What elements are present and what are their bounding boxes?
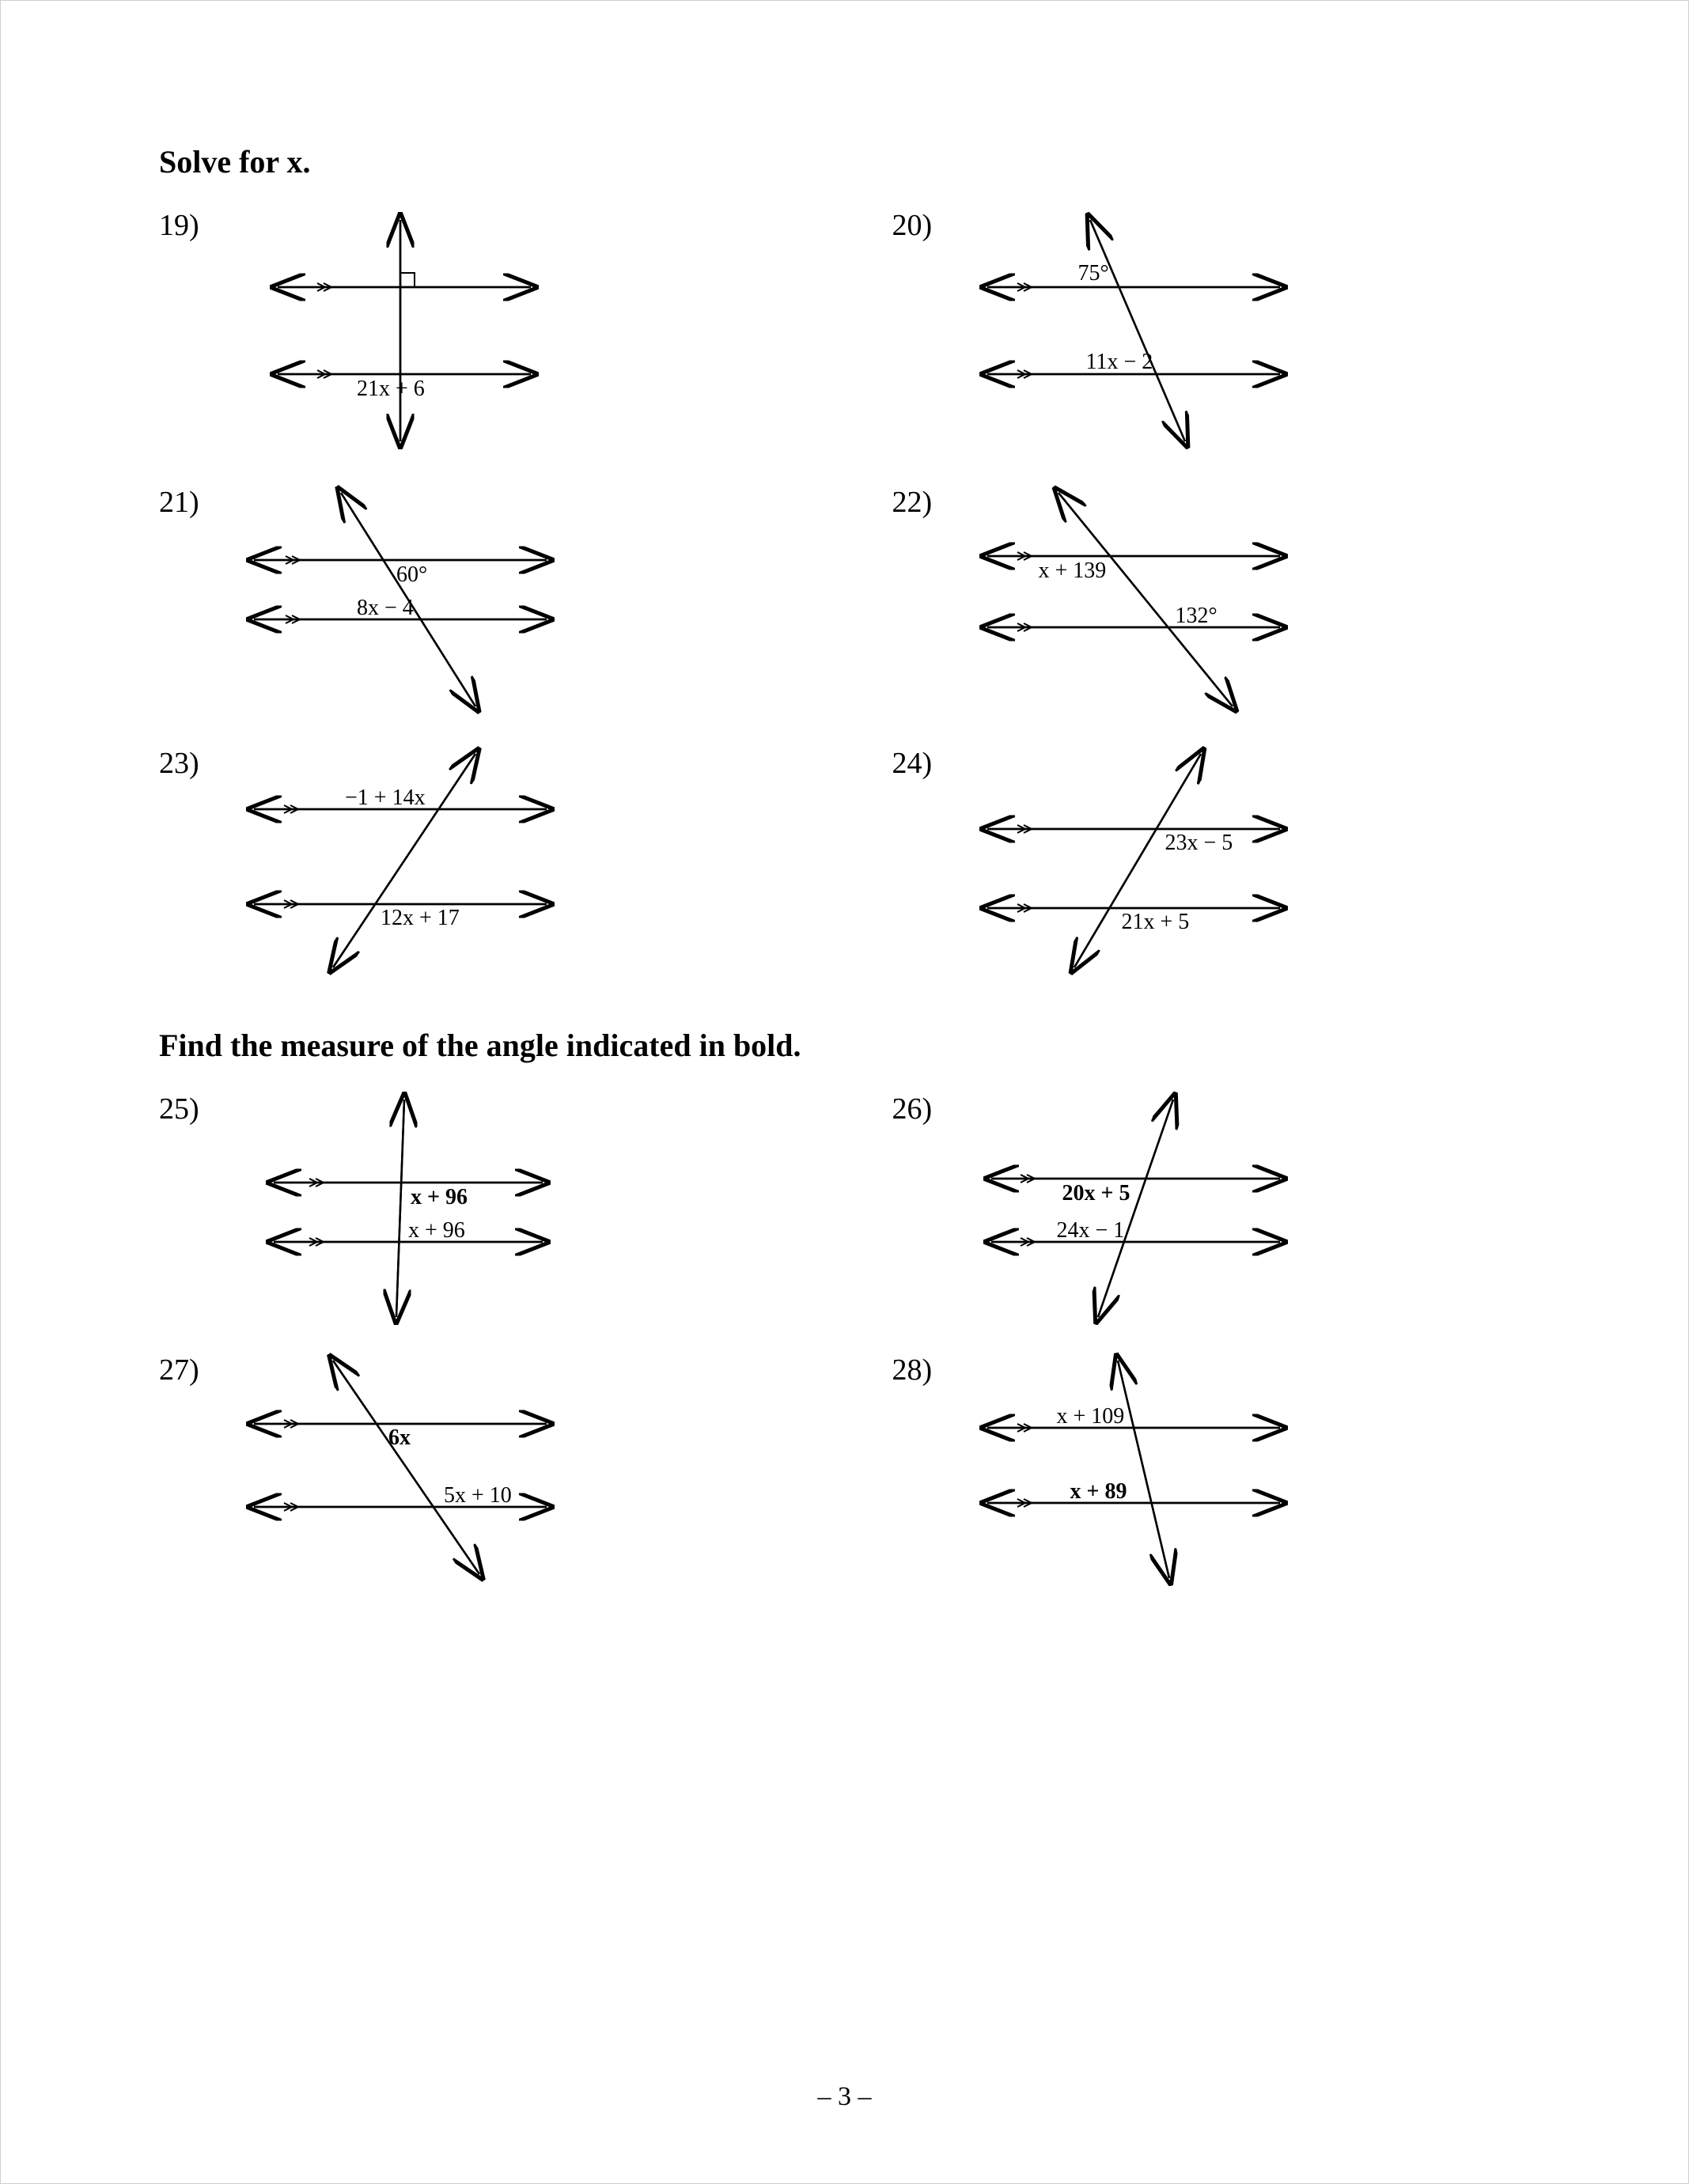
problem-number: 25) (159, 1088, 230, 1126)
angle-label: x + 109 (1057, 1404, 1125, 1429)
angle-label: 21x + 5 (1122, 910, 1190, 935)
angle-label: 8x − 4 (357, 596, 414, 621)
diagram: 21x + 6 (230, 204, 570, 457)
problem-number: 20) (892, 204, 964, 243)
problem-number: 21) (159, 481, 230, 520)
angle-label: 75° (1078, 261, 1109, 286)
angle-label: 11x − 2 (1086, 350, 1153, 375)
diagram: 23x − 5 21x + 5 (964, 742, 1304, 979)
angle-label-bold: 20x + 5 (1062, 1181, 1130, 1206)
angle-label: 132° (1176, 604, 1218, 629)
problem-24: 24) (892, 742, 1531, 979)
diagram-svg (964, 1088, 1304, 1325)
problem-number: 23) (159, 742, 230, 781)
grid-2: 25) (159, 1088, 1530, 1586)
diagram-svg (964, 204, 1304, 457)
problem-23: 23) (159, 742, 797, 979)
problem-22: 22) (892, 481, 1531, 718)
grid-1: 19) (159, 204, 1530, 979)
diagram: x + 96 x + 96 (230, 1088, 570, 1325)
problem-19: 19) (159, 204, 797, 457)
angle-label: 5x + 10 (444, 1483, 512, 1508)
diagram: −1 + 14x 12x + 17 (230, 742, 570, 979)
problem-20: 20) (892, 204, 1531, 457)
diagram: 6x 5x + 10 (230, 1349, 570, 1586)
diagram-svg (964, 481, 1304, 718)
problem-25: 25) (159, 1088, 797, 1325)
problem-26: 26) (892, 1088, 1531, 1325)
problem-number: 28) (892, 1349, 964, 1387)
angle-label: 12x + 17 (381, 906, 460, 931)
diagram: 20x + 5 24x − 1 (964, 1088, 1304, 1325)
diagram-svg (964, 742, 1304, 979)
angle-label: 24x − 1 (1057, 1218, 1125, 1243)
diagram-svg (230, 1349, 570, 1586)
angle-label-bold: 6x (388, 1425, 411, 1451)
angle-label: x + 139 (1039, 558, 1107, 584)
problem-21: 21) (159, 481, 797, 718)
page-number: – 3 – (1, 2082, 1688, 2112)
angle-label: −1 + 14x (345, 785, 426, 811)
angle-label-bold: x + 96 (411, 1185, 468, 1210)
angle-label: 21x + 6 (357, 377, 425, 402)
diagram: x + 109 x + 89 (964, 1349, 1304, 1586)
diagram-svg (964, 1349, 1304, 1586)
diagram-svg (230, 1088, 570, 1325)
page: Solve for x. 19) (0, 0, 1689, 2184)
problem-number: 24) (892, 742, 964, 781)
angle-label-bold: x + 89 (1070, 1479, 1127, 1505)
diagram: x + 139 132° (964, 481, 1304, 718)
problem-number: 19) (159, 204, 230, 243)
angle-label: 23x − 5 (1165, 831, 1233, 856)
problem-number: 27) (159, 1349, 230, 1387)
angle-label: x + 96 (408, 1218, 465, 1243)
section-title-2: Find the measure of the angle indicated … (159, 1027, 1530, 1064)
angle-label: 60° (396, 562, 427, 588)
diagram: 60° 8x − 4 (230, 481, 570, 718)
diagram-svg (230, 742, 570, 979)
problem-number: 26) (892, 1088, 964, 1126)
section-title-1: Solve for x. (159, 143, 1530, 180)
diagram: 75° 11x − 2 (964, 204, 1304, 457)
diagram-svg (230, 204, 570, 457)
problem-28: 28) (892, 1349, 1531, 1586)
problem-number: 22) (892, 481, 964, 520)
problem-27: 27) (159, 1349, 797, 1586)
